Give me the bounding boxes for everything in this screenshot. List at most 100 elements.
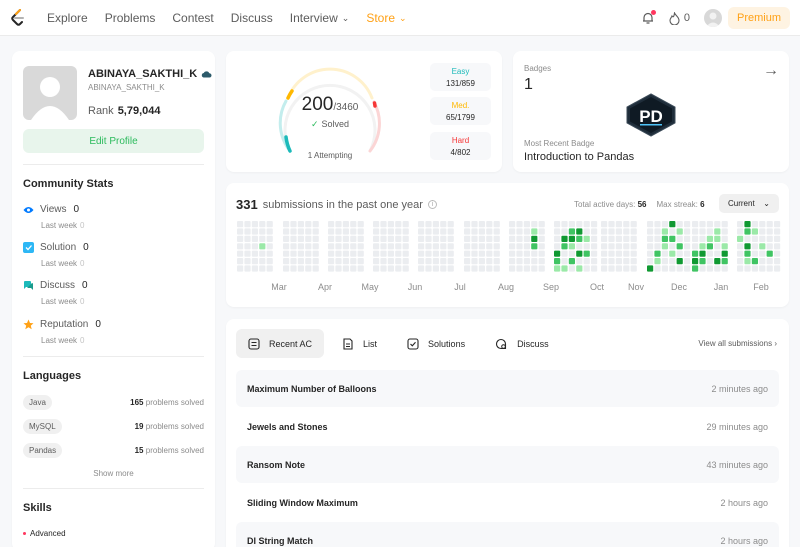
heatmap-cell [774, 221, 781, 228]
view-all-submissions-link[interactable]: View all submissions › [698, 339, 777, 348]
heatmap-cell [464, 221, 471, 228]
submission-row[interactable]: Sliding Window Maximum 2 hours ago [236, 484, 779, 521]
language-row: Pandas 15 problems solved [23, 443, 204, 458]
month-label: Mar [271, 282, 287, 292]
attempting-count: 1 Attempting [307, 151, 353, 160]
heatmap-cell [676, 228, 683, 235]
user-avatar[interactable] [703, 9, 722, 27]
heatmap-cell [395, 258, 402, 265]
skill-level: Advanced [23, 529, 66, 538]
heatmap-cell [251, 235, 258, 242]
heatmap-cell [328, 228, 335, 235]
heatmap-cell [259, 243, 266, 250]
language-tag[interactable]: Java [23, 395, 52, 410]
heatmap-cell [766, 228, 773, 235]
heatmap-cell [630, 228, 637, 235]
heatmap-cell [661, 235, 668, 242]
heatmap-cell [447, 250, 454, 257]
notification-bell-icon[interactable] [641, 10, 656, 25]
nav-problems[interactable]: Problems [104, 11, 156, 25]
pandas-badge-icon[interactable]: PD [625, 93, 677, 137]
month-label: Jun [407, 282, 423, 292]
star-icon [23, 319, 34, 330]
heatmap-cell [583, 228, 590, 235]
heatmap-cell [237, 221, 244, 228]
heatmap-cell [714, 221, 721, 228]
heatmap-cell [305, 243, 312, 250]
heatmap-cell [654, 265, 661, 272]
heatmap-cell [350, 228, 357, 235]
show-more-button[interactable]: Show more [93, 469, 134, 478]
nav-store[interactable]: Store ⌄ [366, 11, 406, 25]
range-label: Current [728, 199, 755, 208]
heatmap-cell [647, 258, 654, 265]
submission-time: 43 minutes ago [706, 459, 768, 470]
tab-discuss[interactable]: Discuss [483, 329, 561, 358]
heatmap-cell [531, 228, 538, 235]
stat-sub-label: Last week [41, 297, 78, 306]
heatmap-cell [766, 243, 773, 250]
medium-label: Med. [451, 101, 470, 110]
stat-value: 0 [73, 204, 80, 215]
language-count-suffix: problems solved [145, 398, 204, 407]
language-count-suffix: problems solved [145, 422, 204, 431]
heatmap-cell [478, 265, 485, 272]
edit-profile-button[interactable]: Edit Profile [23, 129, 204, 153]
heatmap-cell [425, 258, 432, 265]
language-tag[interactable]: MySQL [23, 419, 62, 434]
heatmap-cell [305, 235, 312, 242]
heatmap-cell [509, 250, 516, 257]
heatmap-cell [692, 235, 699, 242]
heatmap-cell [568, 221, 575, 228]
heatmap-cell [387, 250, 394, 257]
heatmap-cell [328, 221, 335, 228]
heatmap-cell [335, 235, 342, 242]
heatmap-cell [312, 250, 319, 257]
heatmap-cell [706, 221, 713, 228]
language-tag[interactable]: Pandas [23, 443, 63, 458]
submission-row[interactable]: Ransom Note 43 minutes ago [236, 446, 779, 483]
heatmap-cell [623, 221, 630, 228]
heatmap-cell [380, 235, 387, 242]
submission-row[interactable]: Maximum Number of Balloons 2 minutes ago [236, 370, 779, 407]
rank-row: Rank 5,79,044 [88, 105, 161, 117]
tab-list[interactable]: List [330, 329, 389, 358]
heatmap-cell [669, 228, 676, 235]
heatmap-cell [721, 228, 728, 235]
hard-label: Hard [451, 136, 470, 145]
heatmap-cell [380, 250, 387, 257]
tab-recent-ac[interactable]: Recent AC [236, 329, 325, 358]
heatmap-cell [440, 265, 447, 272]
nav-interview[interactable]: Interview ⌄ [290, 11, 350, 25]
nav-contest[interactable]: Contest [172, 11, 214, 25]
heatmap-cell [244, 250, 251, 257]
heatmap-cell [721, 235, 728, 242]
heatmap-cell [464, 235, 471, 242]
arrow-right-icon[interactable]: → [763, 62, 779, 79]
heatmap-cell [464, 258, 471, 265]
heatmap-title-text: submissions in the past one year [262, 198, 423, 211]
heatmap-cell [432, 228, 439, 235]
info-icon[interactable]: i [427, 200, 437, 209]
nav-explore[interactable]: Explore [47, 11, 88, 25]
heatmap-cell [759, 243, 766, 250]
premium-button[interactable]: Premium [727, 7, 790, 29]
submission-row[interactable]: DI String Match 2 hours ago [236, 522, 779, 547]
leetcode-logo-icon[interactable] [10, 9, 26, 27]
range-select[interactable]: Current ⌄ [719, 194, 779, 213]
heatmap-cell [342, 243, 349, 250]
stat-sub-value: 0 [80, 297, 85, 306]
heatmap-cell [251, 243, 258, 250]
tab-solutions[interactable]: Solutions [395, 329, 477, 358]
heatmap-cell [523, 228, 530, 235]
nav-discuss[interactable]: Discuss [230, 11, 273, 25]
submission-row[interactable]: Jewels and Stones 29 minutes ago [236, 408, 779, 445]
heatmap-cell [464, 243, 471, 250]
heatmap-cell [630, 258, 637, 265]
heatmap-cell [669, 243, 676, 250]
heatmap-cell [335, 228, 342, 235]
heatmap-cell [357, 243, 364, 250]
heatmap-cell [478, 258, 485, 265]
streak-counter[interactable]: 0 [669, 11, 690, 25]
submission-time: 2 minutes ago [711, 383, 768, 394]
